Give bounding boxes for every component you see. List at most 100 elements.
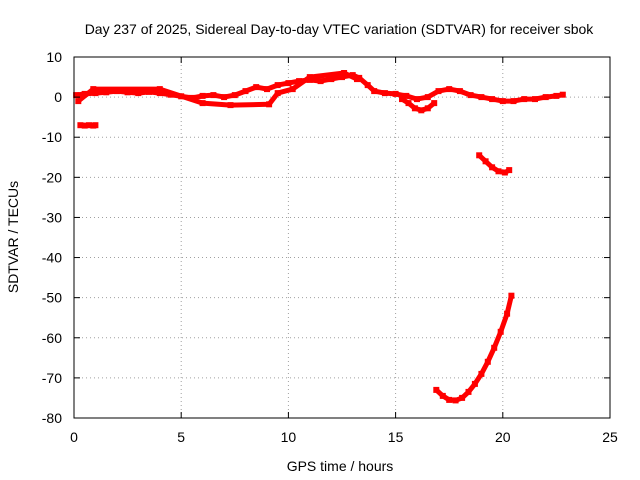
data-point [92,90,99,97]
series-dip [399,96,438,114]
data-point [482,158,489,165]
data-point [90,86,97,93]
series-short-segment [77,122,99,129]
data-point [501,169,508,176]
data-point [92,122,99,129]
data-point [156,90,163,97]
series-line [75,70,360,108]
data-point [559,91,566,98]
data-point [405,100,412,107]
data-point [306,74,313,81]
data-point [497,328,504,335]
data-point [478,370,485,377]
data-point [489,96,496,103]
data-point [124,89,131,96]
y-tick-label: -70 [42,370,62,386]
data-point [364,82,371,89]
x-tick-label: 15 [388,429,404,445]
data-point [135,90,142,97]
plot-frame [73,56,611,419]
data-point [81,122,88,129]
x-tick-label: 0 [70,429,78,445]
data-point [392,90,399,97]
data-point [371,88,378,95]
data-point [328,76,335,83]
data-point [73,92,80,99]
x-axis-label: GPS time / hours [287,458,394,474]
data-point [414,96,420,103]
series-spread-band [75,70,360,109]
y-tick-label: 10 [46,49,62,65]
data-point [274,82,281,89]
data-point [433,386,440,393]
axis-ticks: 10 0 -10 -20 -30 -40 -50 -60 -70 -80 0 5 10 15 20 25 [42,49,618,445]
data-point [452,397,459,404]
data-point [403,92,410,99]
data-point [418,107,425,114]
data-point [506,167,513,174]
data-point [491,344,498,351]
data-point [439,392,446,399]
data-point [341,70,348,76]
data-point [354,76,360,83]
data-point [317,78,324,85]
data-point [489,164,496,171]
data-point [103,89,110,96]
data-point [274,90,281,97]
data-point [399,96,405,103]
data-point [459,394,466,401]
x-tick-label: 20 [495,429,511,445]
data-point [156,86,163,93]
grid [74,57,610,418]
data-point [446,396,453,403]
series-deep-arc [433,292,515,404]
data-point [411,105,418,112]
data-point [495,168,502,175]
data-point [553,92,560,99]
data-point [476,152,483,159]
y-tick-label: -40 [42,250,62,266]
data-point [146,88,152,95]
data-point [86,122,92,129]
y-tick-label: 0 [54,89,62,105]
data-point [510,98,517,105]
data-point [446,86,453,93]
chart-title: Day 237 of 2025, Sidereal Day-to-day VTE… [85,21,595,37]
data-markers [73,70,566,404]
data-point [266,101,273,108]
data-point [199,100,206,107]
data-point [456,88,463,95]
y-tick-label: -10 [42,129,62,145]
data-point [285,80,292,87]
data-point [231,92,238,99]
data-point [210,92,217,99]
y-tick-label: -60 [42,330,62,346]
data-point [504,310,511,317]
data-point [499,98,506,105]
data-point [289,86,296,93]
data-point [424,94,431,101]
data-point [471,380,478,387]
data-point [542,94,549,101]
x-tick-label: 25 [602,429,618,445]
data-point [381,90,388,97]
y-axis-label: SDTVAR / TECUs [5,181,21,293]
data-point [199,92,206,99]
data-point [532,96,538,103]
y-tick-label: -50 [42,290,62,306]
data-point [521,96,528,103]
data-point [484,358,491,365]
data-point [264,86,270,93]
x-tick-label: 5 [177,429,185,445]
data-point [339,74,345,81]
data-point [465,388,472,395]
x-tick-label: 10 [281,429,297,445]
data-point [424,105,431,112]
data-point [296,78,303,85]
data-point [242,88,249,95]
data-point [431,100,438,107]
data-point [508,292,515,299]
data-point [467,92,474,99]
y-tick-label: -30 [42,209,62,225]
data-point [435,88,442,95]
